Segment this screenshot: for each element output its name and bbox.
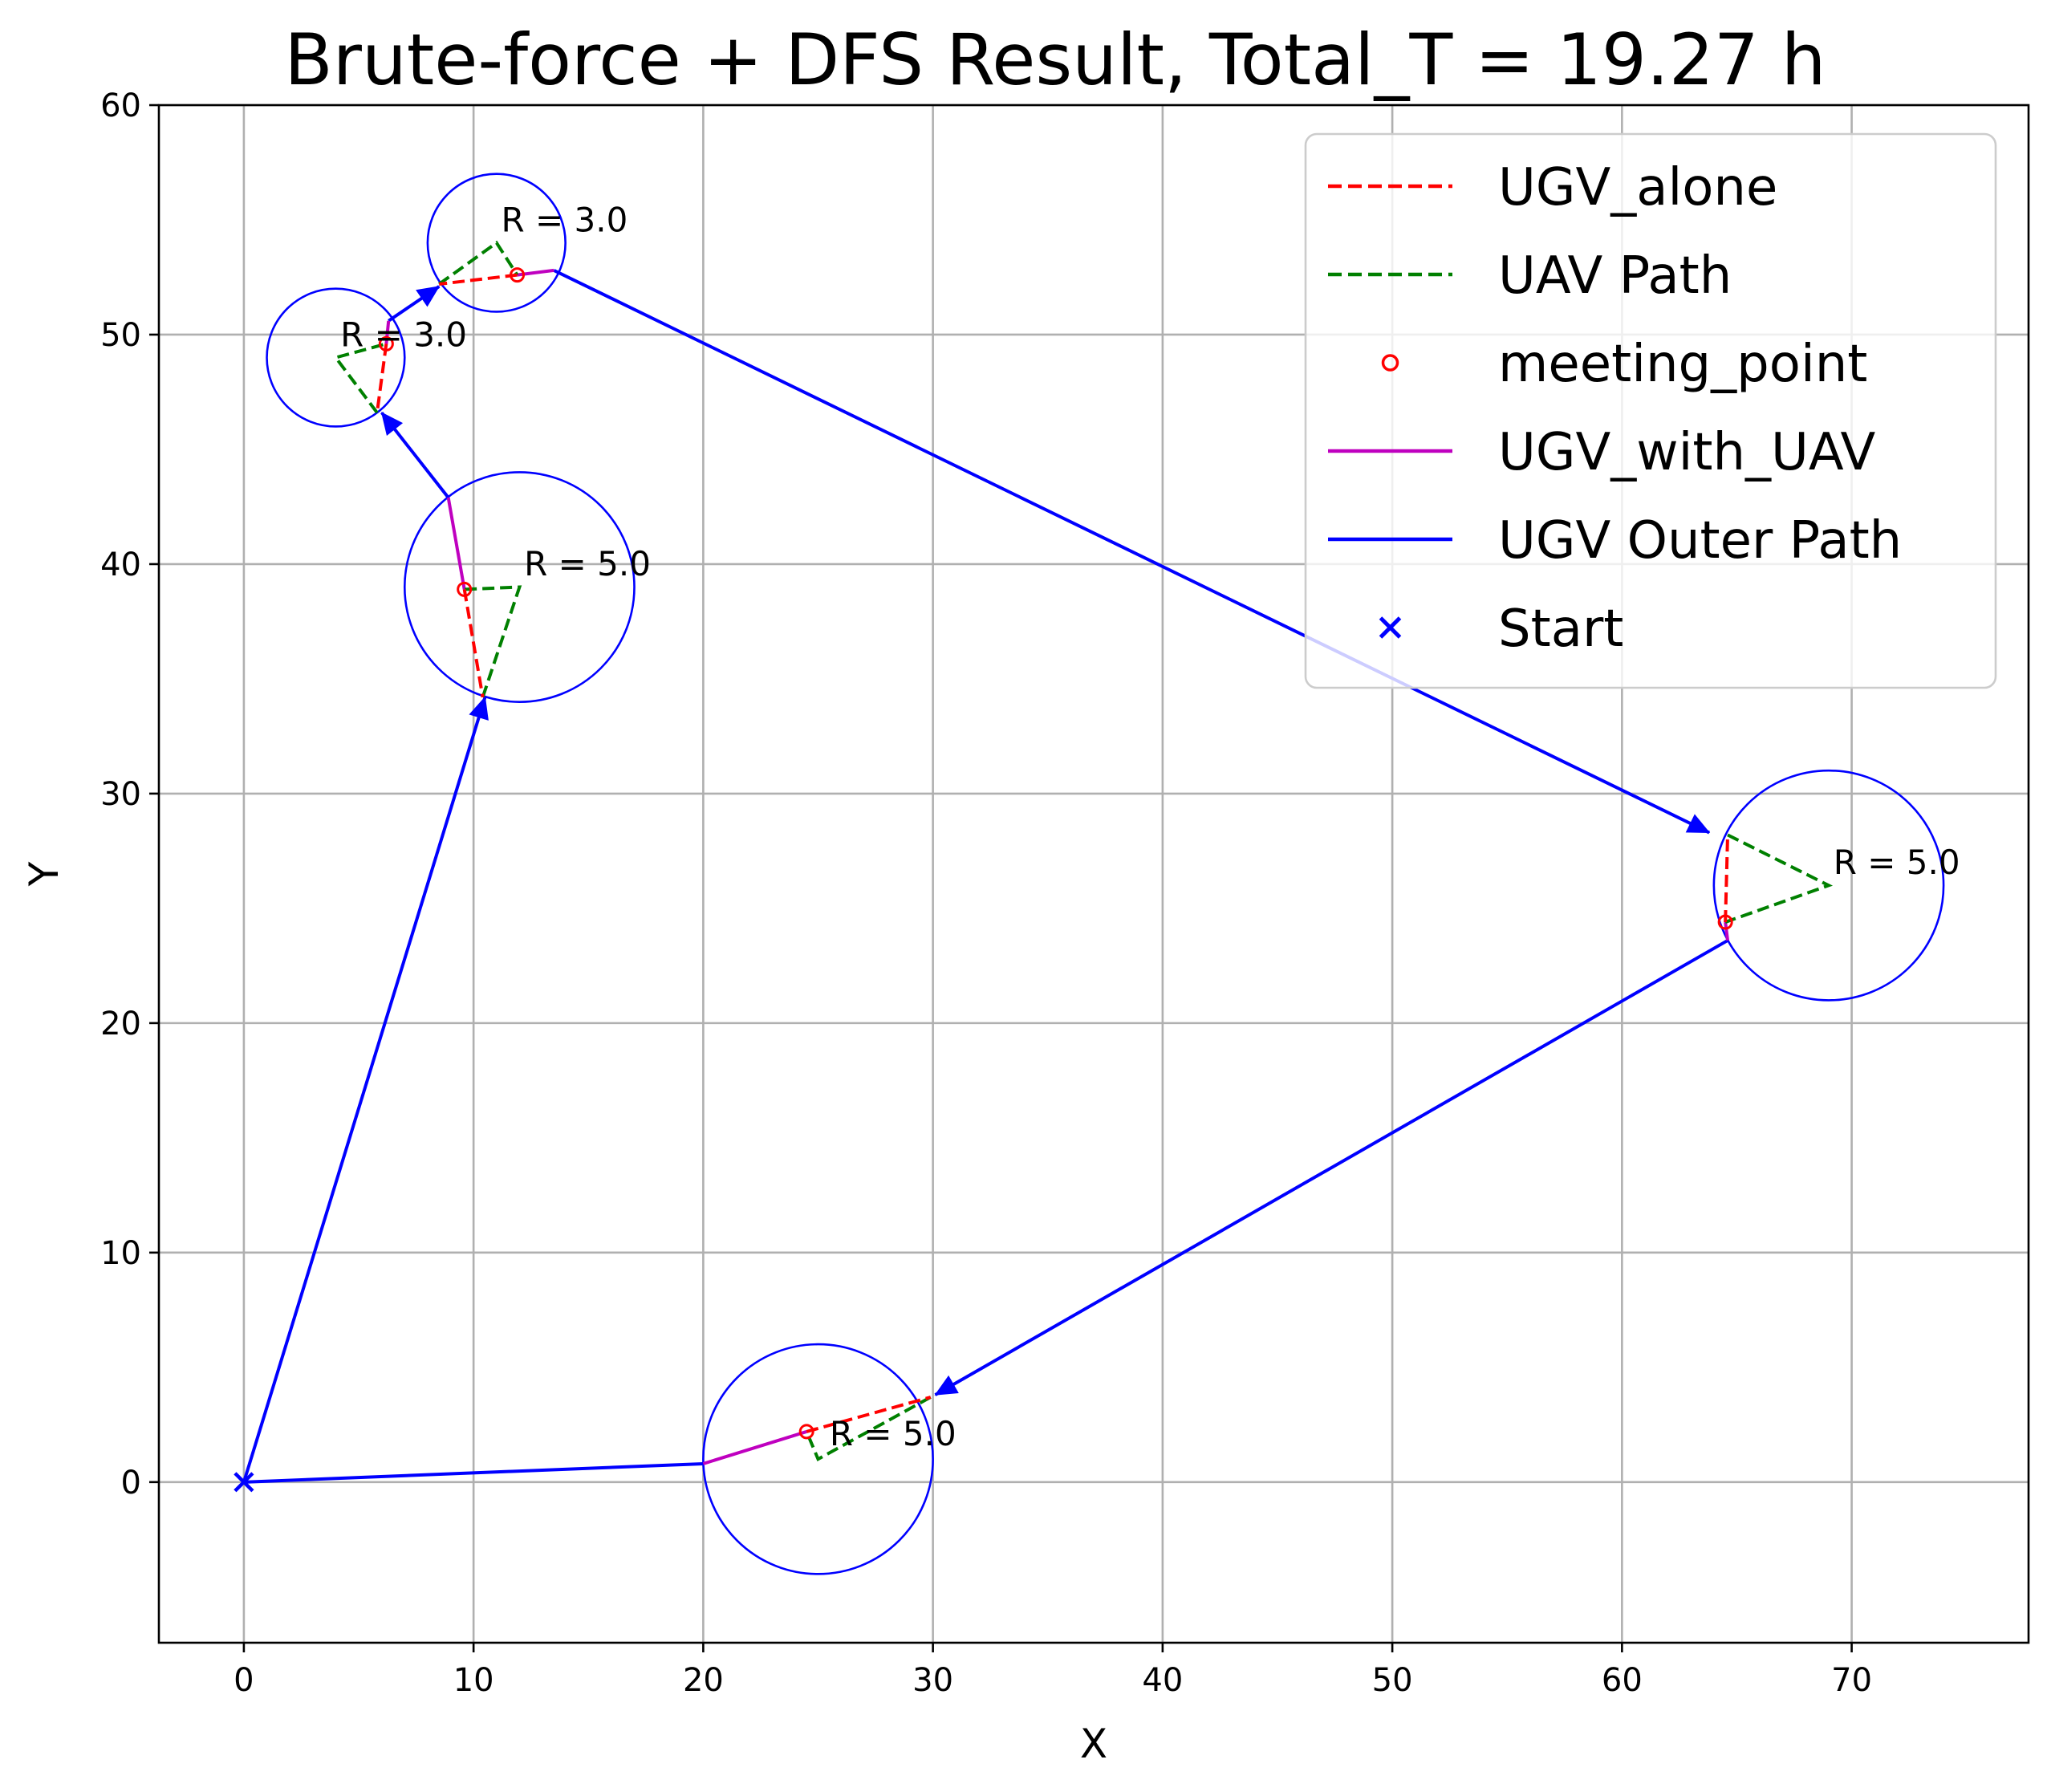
x-tick-label: 0 — [234, 1662, 254, 1699]
ugv-with-uav-segment — [446, 497, 466, 590]
y-tick-label: 10 — [100, 1235, 141, 1272]
meeting-point-marker — [1717, 914, 1733, 930]
ugv-with-uav-segment — [1724, 921, 1730, 941]
start-marker-stroke — [234, 1472, 254, 1493]
meeting-point-marker — [378, 335, 394, 351]
legend-label: UAV Path — [1498, 246, 1732, 306]
y-tick-label: 20 — [100, 1006, 141, 1042]
ugv-alone-segment — [1724, 835, 1730, 923]
meeting-point-marker — [798, 1424, 814, 1440]
legend-label: Start — [1498, 599, 1623, 659]
legend-swatch — [1381, 354, 1399, 372]
path-arrowhead — [469, 696, 489, 721]
path-arrowhead — [934, 1375, 959, 1396]
ugv-alone-segment — [806, 1396, 932, 1433]
x-tick-label: 40 — [1142, 1662, 1183, 1699]
uav-path-line — [438, 240, 519, 286]
y-axis-label: Y — [21, 861, 67, 887]
x-tick-label: 50 — [1372, 1662, 1413, 1699]
plot-frame — [157, 104, 2030, 1644]
y-tick-label: 50 — [100, 317, 141, 354]
y-tick-label: 0 — [121, 1465, 141, 1501]
circle-radius-label: R = 5.0 — [524, 544, 651, 583]
y-axis-ticks: 0 10 20 30 40 50 60 — [100, 87, 159, 1501]
ugv-alone-segment — [462, 589, 485, 698]
legend-swatch — [1379, 616, 1402, 639]
meeting-point-marker — [510, 267, 526, 283]
start-marker — [234, 1472, 254, 1493]
legend-label: UGV Outer Path — [1498, 511, 1902, 571]
x-tick-label: 10 — [453, 1662, 494, 1699]
circle-annotations: R = 5.0 R = 5.0 R = 5.0 R = 3.0 R = 3.0 — [340, 200, 1960, 1453]
legend-box — [1304, 132, 1997, 689]
uav-path-line — [464, 585, 522, 698]
coverage-circle — [702, 1343, 934, 1575]
plot-area — [234, 173, 1945, 1575]
x-tick-label: 20 — [683, 1662, 724, 1699]
uav-path-line — [805, 1396, 932, 1462]
ugv-outer-path-segment — [243, 1461, 704, 1484]
x-tick-label: 30 — [912, 1662, 953, 1699]
coverage-circle — [266, 287, 406, 428]
ugv-alone-segment — [438, 273, 518, 286]
y-tick-label: 60 — [100, 87, 141, 124]
path-arrowhead — [1685, 814, 1711, 834]
x-tick-label: 60 — [1602, 1662, 1643, 1699]
coverage-circle — [426, 173, 567, 313]
y-tick-label: 30 — [100, 776, 141, 813]
x-tick-label: 70 — [1831, 1662, 1872, 1699]
uav-path-line — [333, 342, 387, 414]
circle-radius-label: R = 5.0 — [830, 1414, 956, 1453]
ugv-outer-path-segment — [242, 697, 487, 1483]
ugv-with-uav-segment — [702, 1429, 807, 1465]
x-axis-label: X — [1080, 1721, 1107, 1767]
circle-radius-label: R = 5.0 — [1834, 843, 1960, 882]
ugv-alone-segment — [375, 343, 388, 413]
x-axis-ticks: 0 10 20 30 40 50 60 70 — [234, 1643, 1872, 1699]
ugv-outer-path-segment — [934, 939, 1729, 1396]
coverage-circle — [1712, 769, 1945, 1002]
legend-label: meeting_point — [1498, 335, 1867, 394]
circle-radius-label: R = 3.0 — [340, 315, 467, 354]
legend-label: UGV_alone — [1498, 158, 1777, 217]
coverage-circle — [403, 471, 636, 703]
uav-path-line — [1724, 833, 1834, 924]
legend: UGV_alone UAV Path meeting_point UGV_with_U… — [1304, 132, 1997, 689]
ugv-with-uav-segment — [384, 320, 391, 344]
path-arrowhead — [416, 286, 441, 307]
legend-label: UGV_with_UAV — [1498, 423, 1876, 482]
chart-title: Brute-force + DFS Result, Total_T = 19.2… — [284, 18, 1826, 101]
y-tick-label: 40 — [100, 547, 141, 583]
circle-radius-label: R = 3.0 — [501, 200, 628, 239]
path-arrowhead — [380, 412, 404, 436]
ugv-outer-path-segment — [553, 269, 1711, 835]
meeting-point-marker — [457, 581, 473, 597]
